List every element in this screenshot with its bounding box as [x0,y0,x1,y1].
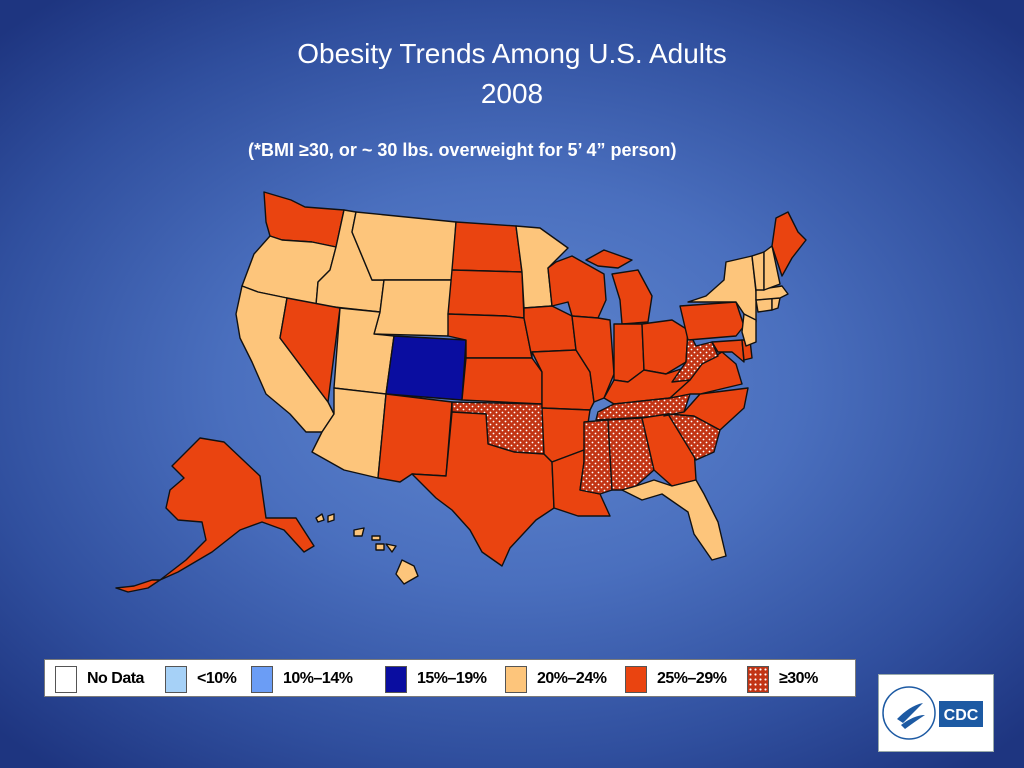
legend-label: ≥30% [779,670,818,687]
state-ohio [641,319,689,375]
state-rhode-island [771,297,781,311]
hawaii-island-1 [315,513,325,523]
state-north-dakota [451,221,523,273]
hawaii-island-2 [327,513,335,523]
cdc-logo-text: CDC [944,707,979,724]
legend-swatch [55,665,77,693]
hawaii-island-big [395,559,419,585]
state-montana [351,211,457,281]
state-north-carolina [663,387,749,431]
legend-label: 10%–14% [283,670,353,687]
legend-item: ≥30% [747,660,818,698]
state-new-jersey [741,313,757,347]
state-new-mexico [377,393,453,483]
legend-swatch [505,665,527,693]
legend-swatch [251,665,273,693]
state-kansas [461,357,543,405]
legend: No Data <10% 10%–14% 15%–19% 20%–24% 25%–29% ≥… [44,659,856,697]
legend-item: 15%–19% [385,660,487,698]
state-nevada [279,297,341,403]
state-south-dakota [447,269,525,319]
legend-label: 15%–19% [417,670,487,687]
state-florida [621,479,727,561]
hawaii-island-5 [375,543,385,551]
state-maryland [711,339,745,363]
legend-label: No Data [87,670,144,687]
title-line-2: 2008 [480,78,544,109]
state-tennessee [595,393,691,421]
cdc-logo-graphic: CDC [882,686,983,740]
state-colorado [385,335,467,401]
legend-item: 20%–24% [505,660,607,698]
state-mississippi [579,419,613,495]
legend-swatch [747,665,769,693]
legend-swatch [385,665,407,693]
hawaii-island-6 [385,543,397,553]
title-line-1: Obesity Trends Among U.S. Adults [297,38,727,69]
alaska-islands [115,579,161,593]
state-alaska [159,437,315,581]
state-pennsylvania [679,301,745,341]
legend-label: <10% [197,670,237,687]
state-new-hampshire [763,245,781,291]
legend-label: 20%–24% [537,670,607,687]
legend-item: <10% [165,660,237,698]
hawaii-island-3 [353,527,365,537]
state-michigan [585,249,653,325]
state-wyoming [373,279,453,337]
hawaii-island-4 [371,535,381,541]
legend-item: 25%–29% [625,660,727,698]
legend-swatch [165,665,187,693]
cdc-logo: CDC [878,674,994,752]
legend-item: 10%–14% [251,660,353,698]
map-title: Obesity Trends Among U.S. Adults 2008 [0,34,1024,114]
legend-item: No Data [55,660,144,698]
legend-swatch [625,665,647,693]
state-maine [771,211,807,277]
state-texas [411,411,555,567]
legend-label: 25%–29% [657,670,727,687]
map-subtitle: (*BMI ≥30, or ~ 30 lbs. overweight for 5… [248,140,677,160]
